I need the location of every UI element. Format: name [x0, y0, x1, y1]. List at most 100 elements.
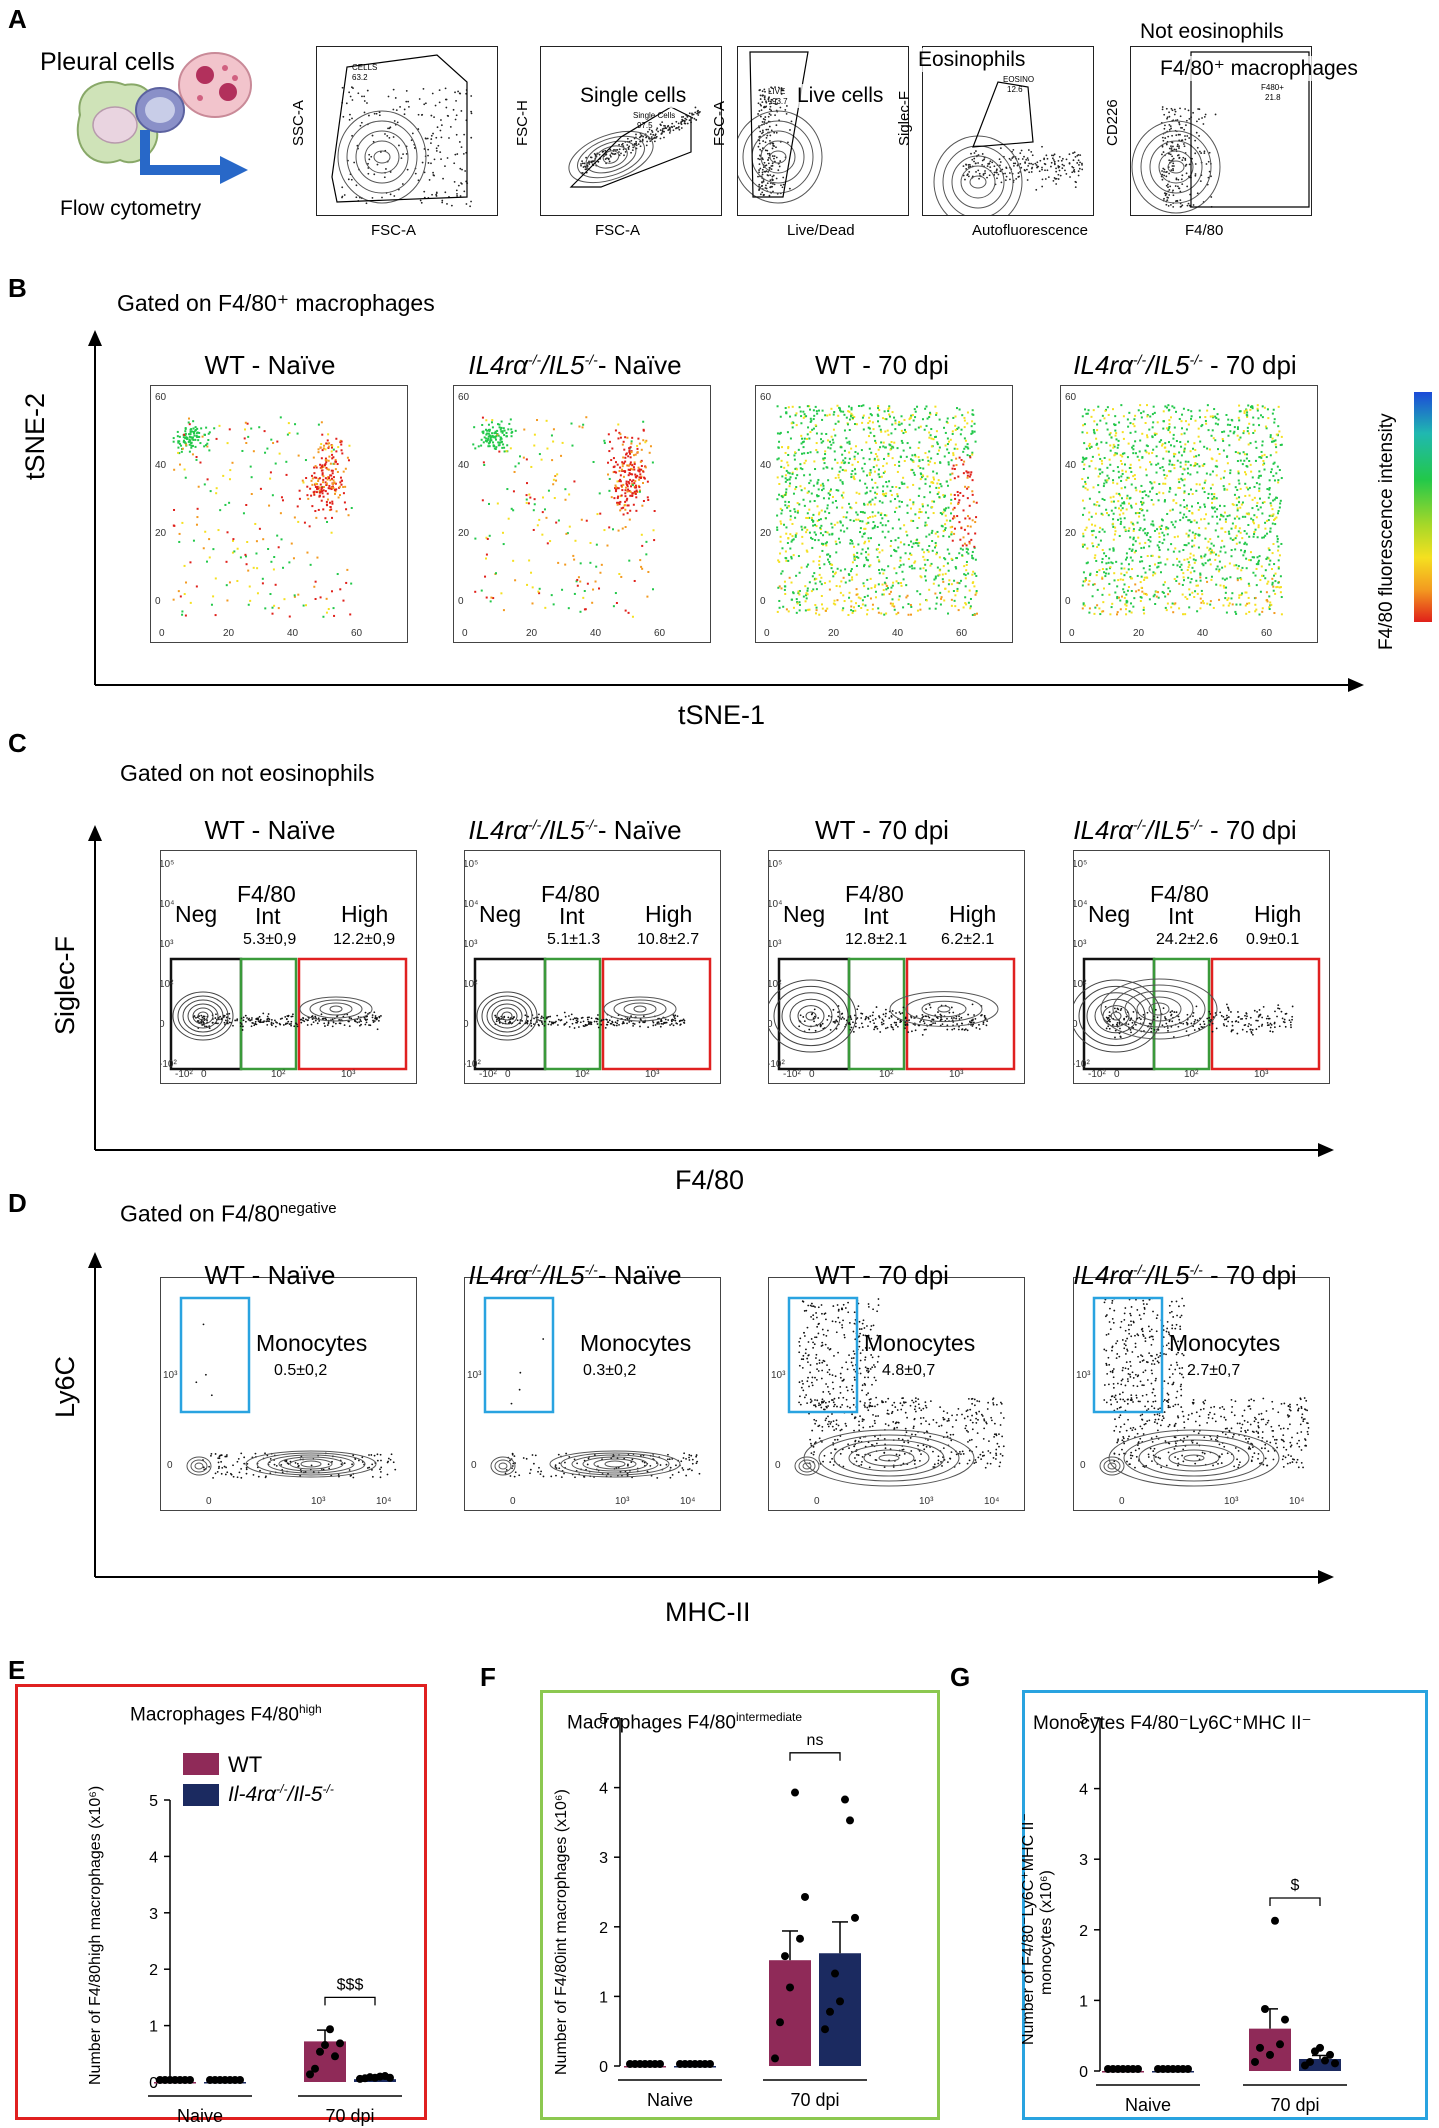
plot-mark [886, 485, 889, 488]
plot-mark [331, 54, 468, 203]
plot-mark [903, 459, 906, 462]
plot-mark [261, 582, 264, 585]
plot-mark [1236, 577, 1239, 580]
plot-mark [771, 162, 774, 165]
plot-mark [1207, 540, 1210, 543]
plot-mark [1206, 404, 1209, 407]
plot-mark [778, 493, 781, 496]
plot-mark [332, 456, 335, 459]
plot-mark [585, 156, 588, 159]
plot-mark [909, 498, 912, 501]
plot-mark [1216, 565, 1219, 568]
plot-mark [950, 498, 953, 501]
plot-mark [1122, 588, 1125, 591]
plot-mark [1121, 507, 1124, 510]
plot-mark [1236, 426, 1239, 429]
plot-mark [598, 587, 601, 590]
plot-mark [889, 545, 892, 548]
plot-mark [769, 134, 772, 137]
plot-mark [691, 116, 694, 119]
plot-mark [1204, 537, 1207, 540]
plot-mark [818, 567, 821, 570]
plot-mark [1015, 178, 1018, 180]
plot-mark [313, 585, 316, 588]
plot-mark [1146, 445, 1149, 448]
plot-mark [1125, 608, 1128, 611]
plot-mark [518, 455, 521, 458]
plot-mark [1254, 603, 1257, 606]
plot-mark [872, 466, 875, 469]
plot-mark [787, 537, 790, 540]
plot-mark [1235, 504, 1238, 507]
plot-mark [959, 579, 962, 582]
plot-mark [181, 521, 184, 524]
plot-mark [553, 497, 556, 500]
plot-mark [1215, 515, 1218, 518]
plot-mark [841, 468, 844, 471]
plot-mark [1147, 495, 1150, 498]
plot-mark [1269, 601, 1272, 604]
plot-mark [663, 130, 665, 133]
plot-mark [692, 113, 695, 116]
plot-mark [1235, 612, 1238, 615]
plot-mark [819, 580, 822, 583]
plot-mark [1017, 172, 1020, 174]
plot-mark [876, 455, 879, 458]
plot-mark [206, 442, 209, 445]
plot-mark [795, 412, 798, 415]
plot-mark [1348, 678, 1364, 692]
plot-mark [843, 429, 846, 432]
plot-mark [330, 469, 333, 472]
plot-mark [410, 139, 413, 142]
plot-mark [1205, 472, 1208, 475]
plot-mark [1224, 520, 1227, 523]
plot-mark [764, 141, 767, 144]
plot-mark [863, 527, 866, 530]
plot-mark [341, 195, 344, 198]
plot-mark [896, 447, 899, 450]
plot-mark [396, 121, 399, 124]
plot-mark [973, 430, 976, 433]
plot-mark [789, 515, 792, 518]
plot-mark [1245, 557, 1248, 560]
plot-mark [844, 581, 847, 584]
plot-mark [555, 479, 558, 482]
plot-mark [899, 456, 902, 459]
plot-mark [826, 414, 829, 417]
plot-mark [1151, 451, 1154, 454]
plot-mark [1143, 592, 1146, 595]
plot-mark [329, 479, 332, 482]
plot-mark [327, 608, 330, 611]
plot-mark [984, 170, 986, 172]
plot-mark [618, 148, 621, 151]
plot-mark [582, 166, 585, 168]
plot-mark [1119, 517, 1122, 520]
plot-mark [849, 506, 852, 509]
plot-mark [857, 543, 860, 546]
plot-mark [1204, 113, 1207, 116]
plot-mark [1134, 430, 1137, 433]
plot-mark [806, 451, 809, 454]
plot-mark [1164, 405, 1167, 408]
plot-mark [1199, 597, 1202, 600]
plot-mark [1126, 418, 1129, 421]
plot-mark [1176, 143, 1179, 146]
plot-mark [629, 490, 632, 493]
plot-mark [172, 598, 175, 601]
plot-mark [828, 512, 831, 515]
plot-mark [1239, 436, 1242, 439]
plot-mark [965, 551, 968, 554]
plot-mark [432, 132, 434, 135]
plot-mark [258, 426, 261, 429]
plot-mark [1176, 535, 1179, 538]
plot-mark [381, 196, 383, 199]
plot-mark [776, 458, 779, 461]
plot-mark [1273, 498, 1276, 501]
plot-mark [1177, 185, 1179, 188]
plot-mark [778, 440, 781, 443]
plot-mark [1123, 452, 1126, 455]
plot-mark [820, 583, 823, 586]
plot-mark [1245, 512, 1248, 515]
plot-mark [314, 465, 317, 468]
plot-mark [903, 524, 906, 527]
